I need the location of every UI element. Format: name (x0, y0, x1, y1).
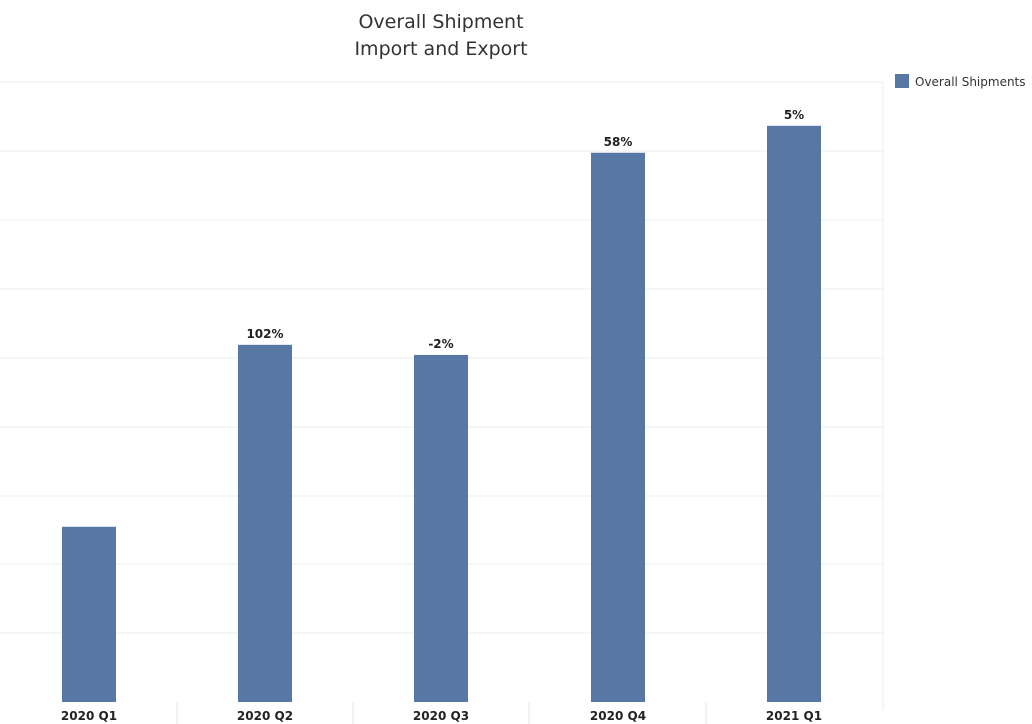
data-label-2020-q3: -2% (428, 337, 453, 351)
x-tick-label-2021-q1: 2021 Q1 (766, 709, 822, 723)
data-label-2021-q1: 5% (784, 108, 804, 122)
data-label-2020-q2: 102% (246, 327, 283, 341)
bar-2020-q4 (591, 152, 645, 702)
x-tick-label-2020-q2: 2020 Q2 (237, 709, 293, 723)
chart-title-line-2: Import and Export (354, 38, 527, 60)
bars (62, 125, 821, 703)
legend-swatch (895, 74, 909, 88)
legend-label-overall-shipments: Overall Shipments (915, 75, 1026, 89)
chart-title: Overall Shipment Import and Export (354, 11, 527, 60)
x-axis: 2020 Q1 2020 Q2 2020 Q3 2020 Q4 2021 Q1 (61, 702, 822, 724)
legend: Overall Shipments (895, 74, 1026, 89)
x-tick-label-2020-q4: 2020 Q4 (590, 709, 646, 723)
x-tick-label-2020-q3: 2020 Q3 (413, 709, 469, 723)
bar-2020-q2 (238, 344, 292, 702)
bar-2020-q3 (414, 354, 468, 702)
data-labels: 102% -2% 58% 5% (246, 108, 804, 351)
x-tick-label-2020-q1: 2020 Q1 (61, 709, 117, 723)
bar-2020-q1 (62, 526, 116, 702)
bar-2021-q1 (767, 125, 821, 703)
chart-title-line-1: Overall Shipment (358, 11, 523, 33)
data-label-2020-q4: 58% (604, 135, 633, 149)
